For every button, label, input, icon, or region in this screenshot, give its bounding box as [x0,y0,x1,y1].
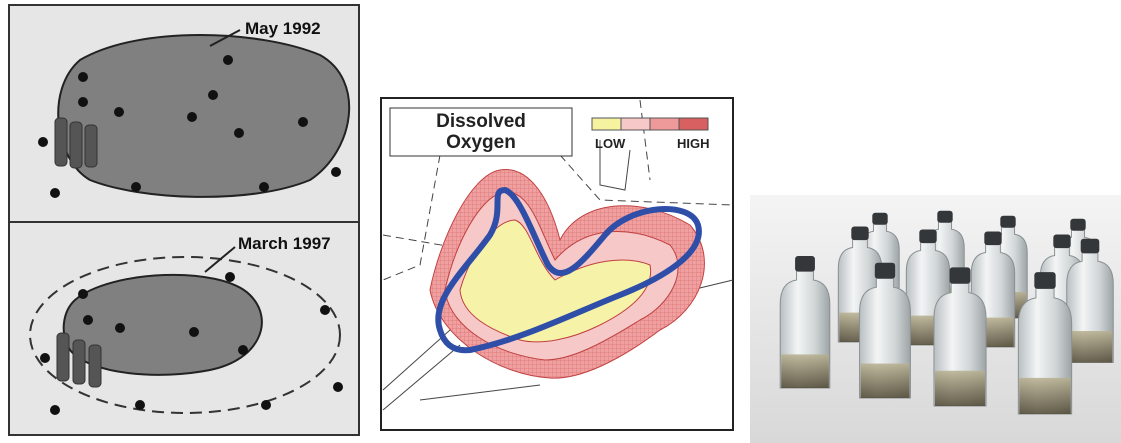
map-title: Oxygen [446,132,516,153]
year-label: May 1992 [245,19,321,38]
page: May 1992 March 1997 Dissolved Oxygen LOW… [0,0,1121,443]
cap [919,230,936,244]
sediment [861,364,910,398]
composite: May 1992 March 1997 Dissolved Oxygen LOW… [0,0,1121,443]
cap [984,232,1001,246]
cap [1034,272,1055,289]
sediment [781,354,829,388]
cap [937,211,952,223]
cap [1000,216,1015,228]
cap [1053,235,1070,249]
legend-high: HIGH [677,136,710,151]
cap [1081,239,1100,254]
plume-1992 [58,35,349,197]
cap [875,263,895,279]
sediment [1068,331,1113,363]
legend-swatches [592,118,708,130]
sample-bottles-photo [750,195,1121,443]
year-label: March 1997 [238,234,331,253]
sediment [1019,378,1070,414]
cap [851,227,868,241]
plume-panel: May 1992 March 1997 [9,5,359,435]
legend-low: LOW [595,136,626,151]
map-title: Dissolved [436,111,526,132]
sediment [935,371,985,406]
cap [950,267,971,283]
cap [795,256,815,272]
oxygen-map: Dissolved Oxygen LOW HIGH [381,98,733,430]
cap [872,213,887,225]
cap [1070,219,1085,231]
